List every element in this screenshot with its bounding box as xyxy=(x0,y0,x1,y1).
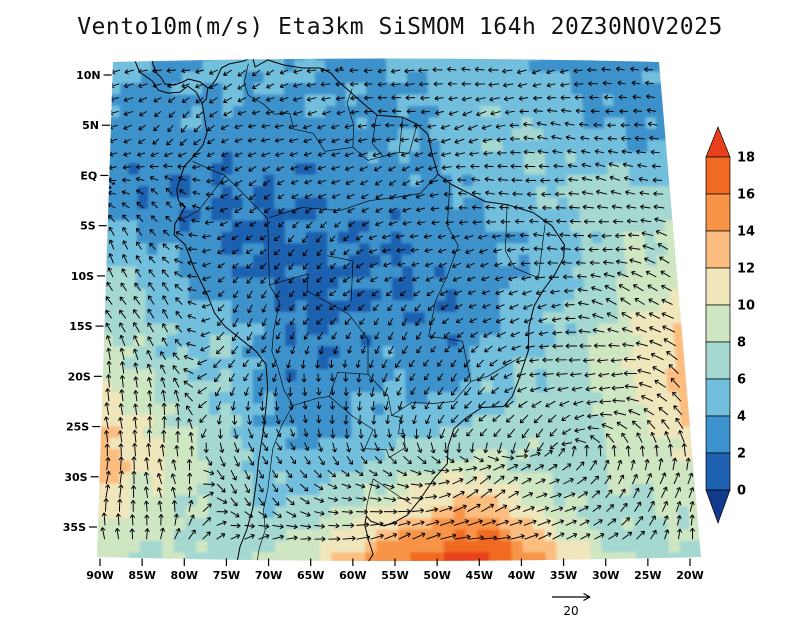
colorbar-segment xyxy=(705,415,731,454)
y-tick-label: 30S xyxy=(64,471,87,484)
x-tick-label: 45W xyxy=(466,569,493,582)
colorbar-segment xyxy=(705,193,731,232)
x-tick-label: 90W xyxy=(86,569,113,582)
colorbar-tick-label: 6 xyxy=(737,373,746,388)
y-tick-label: 15S xyxy=(69,320,92,333)
colorbar-under-arrow xyxy=(705,489,731,525)
x-tick-label: 20W xyxy=(676,569,703,582)
colorbar-segment xyxy=(705,156,731,195)
y-tick-label: 35S xyxy=(63,521,86,534)
x-tick-label: 70W xyxy=(255,569,282,582)
colorbar-tick-label: 12 xyxy=(737,262,755,277)
y-tick-label: EQ xyxy=(80,169,97,182)
reference-vector: 20 xyxy=(552,592,591,618)
colorbar-tick-label: 10 xyxy=(737,299,755,314)
x-tick-label: 80W xyxy=(171,569,198,582)
y-axis: 10N 5N EQ 5S 10S 15S 20S 25S 30S 35S xyxy=(63,69,112,534)
x-tick-label: 30W xyxy=(592,569,619,582)
x-tick-label: 25W xyxy=(634,569,661,582)
y-tick-label: 5N xyxy=(82,119,99,132)
colorbar-segment xyxy=(705,230,731,269)
x-tick-label: 35W xyxy=(550,569,577,582)
colorbar-tick-label: 4 xyxy=(737,410,746,425)
colorbar-tick-label: 2 xyxy=(737,447,746,462)
colorbar-segment xyxy=(705,378,731,417)
y-tick-label: 25S xyxy=(66,421,89,434)
colorbar-tick-label: 18 xyxy=(737,151,755,166)
x-tick-label: 75W xyxy=(213,569,240,582)
x-tick-label: 65W xyxy=(297,569,324,582)
y-tick-label: 20S xyxy=(68,370,91,383)
colorbar-tick-label: 16 xyxy=(737,188,755,203)
x-tick-label: 40W xyxy=(508,569,535,582)
colorbar-tick-label: 0 xyxy=(737,484,746,499)
y-tick-label: 10N xyxy=(76,69,101,82)
reference-vector-arrow xyxy=(552,592,591,602)
y-tick-label: 5S xyxy=(80,220,96,233)
colorbar-over-arrow xyxy=(705,126,731,158)
reference-vector-label: 20 xyxy=(563,604,578,618)
colorbar: 18 16 14 12 10 8 6 4 2 0 xyxy=(705,126,755,525)
colorbar-segment xyxy=(705,452,731,491)
wind-vectors-layer xyxy=(100,66,696,542)
x-tick-label: 55W xyxy=(381,569,408,582)
x-tick-label: 50W xyxy=(423,569,450,582)
y-tick-label: 10S xyxy=(71,270,94,283)
colorbar-segment xyxy=(705,341,731,380)
colorbar-segment xyxy=(705,304,731,343)
colorbar-tick-label: 8 xyxy=(737,336,746,351)
x-tick-label: 60W xyxy=(339,569,366,582)
x-tick-label: 85W xyxy=(128,569,155,582)
speed-field-layer xyxy=(97,58,701,561)
plot-title: Vento10m(m/s) Eta3km SiSMOM 164h 20Z30NO… xyxy=(77,14,723,40)
x-axis: 90W 85W 80W 75W 70W 65W 60W 55W 50W 45W 40W 35W 30W 2… xyxy=(86,558,704,582)
colorbar-segment xyxy=(705,267,731,306)
colorbar-tick-label: 14 xyxy=(737,225,755,240)
